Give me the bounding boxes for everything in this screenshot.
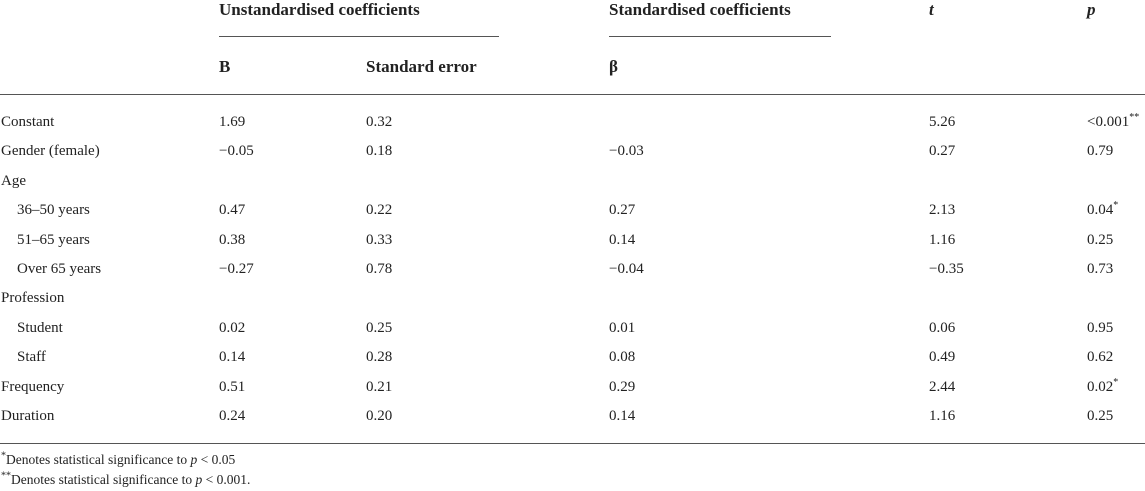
row-label: Constant — [1, 114, 55, 130]
cell-standard-error: 0.22 — [366, 202, 393, 219]
cell-b: 0.51 — [219, 378, 246, 395]
header-unstandardised-coefficients: Unstandardised coefficients — [219, 0, 420, 19]
header-b: B — [219, 57, 231, 76]
table-row: Gender (female) −0.05 0.18 −0.03 0.27 0.79 — [0, 137, 1145, 166]
table-row: 36–50 years 0.47 0.22 0.27 2.13 0.04* — [0, 196, 1145, 225]
cell-t: 1.16 — [929, 408, 956, 424]
cell-b: 0.24 — [219, 408, 246, 424]
significance-marker: ** — [1129, 112, 1140, 123]
cell-standard-error: 0.28 — [366, 349, 393, 366]
cell-b: −0.05 — [219, 143, 254, 160]
table-row: Staff 0.14 0.28 0.08 0.49 0.62 — [0, 343, 1145, 372]
row-label: Student — [17, 319, 63, 336]
row-label: Profession — [1, 290, 65, 307]
cell-p: 0.04* — [1087, 200, 1119, 219]
cell-beta: 0.01 — [609, 319, 636, 336]
table-row: Frequency 0.51 0.21 0.29 2.44 0.02* — [0, 373, 1145, 402]
cell-t: 0.27 — [929, 143, 956, 160]
table-row: Age — [0, 167, 1145, 196]
footnote-single: *Denotes statistical significance to p <… — [1, 450, 236, 467]
cell-beta: −0.04 — [609, 261, 644, 277]
header-p: p — [1087, 0, 1096, 19]
table-row: Profession — [0, 284, 1145, 313]
row-label: Age — [1, 172, 26, 189]
cell-standard-error: 0.20 — [366, 408, 393, 424]
cell-t: 2.44 — [929, 378, 956, 395]
cell-standard-error: 0.21 — [366, 378, 393, 395]
cell-beta: −0.03 — [609, 143, 644, 160]
cell-t: 5.26 — [929, 114, 956, 130]
cell-b: 0.38 — [219, 231, 246, 248]
cell-beta: 0.14 — [609, 231, 636, 248]
cell-standard-error: 0.33 — [366, 231, 393, 248]
underline-standardised — [609, 36, 831, 37]
table-row: Student 0.02 0.25 0.01 0.06 0.95 — [0, 314, 1145, 343]
cell-beta: 0.27 — [609, 202, 636, 219]
header-standard-error: Standard error — [366, 57, 477, 76]
cell-beta: 0.08 — [609, 349, 636, 366]
significance-marker: * — [1113, 376, 1119, 388]
cell-t: 1.16 — [929, 231, 956, 248]
cell-t: 2.13 — [929, 202, 956, 219]
cell-beta: 0.29 — [609, 378, 636, 395]
cell-p: 0.25 — [1087, 231, 1114, 248]
significance-marker: * — [1113, 200, 1119, 212]
row-label: Gender (female) — [1, 143, 100, 160]
table-row: Duration 0.24 0.20 0.14 1.16 0.25 — [0, 402, 1145, 431]
cell-p: 0.25 — [1087, 408, 1114, 424]
row-label: Over 65 years — [17, 261, 102, 277]
row-label: Staff — [17, 349, 46, 366]
cell-standard-error: 0.32 — [366, 114, 393, 130]
cell-b: −0.27 — [219, 261, 254, 277]
cell-b: 0.14 — [219, 349, 246, 366]
cell-p: 0.95 — [1087, 319, 1114, 336]
footnote-double: **Denotes statistical significance to p … — [1, 470, 251, 487]
table-row: Constant 1.69 0.32 5.26 <0.001** — [0, 108, 1145, 137]
underline-unstandardised — [219, 36, 499, 37]
cell-p: 0.62 — [1087, 349, 1114, 366]
header-standardised-coefficients: Standardised coefficients — [609, 0, 791, 19]
row-label: 51–65 years — [17, 231, 90, 248]
header-bottom-rule — [0, 94, 1145, 95]
cell-t: 0.49 — [929, 349, 956, 366]
cell-beta: 0.14 — [609, 408, 636, 424]
cell-b: 0.47 — [219, 202, 246, 219]
row-label: 36–50 years — [17, 202, 90, 219]
table-row: Over 65 years −0.27 0.78 −0.04 −0.35 0.73 — [0, 255, 1145, 284]
cell-standard-error: 0.78 — [366, 261, 393, 277]
row-label: Duration — [1, 408, 55, 424]
cell-p: 0.02* — [1087, 376, 1119, 395]
table-bottom-rule — [0, 443, 1145, 444]
cell-p: 0.73 — [1087, 261, 1114, 277]
cell-p: <0.001** — [1087, 112, 1140, 131]
cell-standard-error: 0.25 — [366, 319, 393, 336]
table-row: 51–65 years 0.38 0.33 0.14 1.16 0.25 — [0, 226, 1145, 255]
cell-p: 0.79 — [1087, 143, 1114, 160]
cell-b: 0.02 — [219, 319, 246, 336]
cell-t: 0.06 — [929, 319, 956, 336]
header-t: t — [929, 0, 934, 19]
cell-standard-error: 0.18 — [366, 143, 393, 160]
header-beta: β — [609, 57, 618, 76]
cell-t: −0.35 — [929, 261, 964, 277]
row-label: Frequency — [1, 378, 65, 395]
cell-b: 1.69 — [219, 114, 246, 130]
